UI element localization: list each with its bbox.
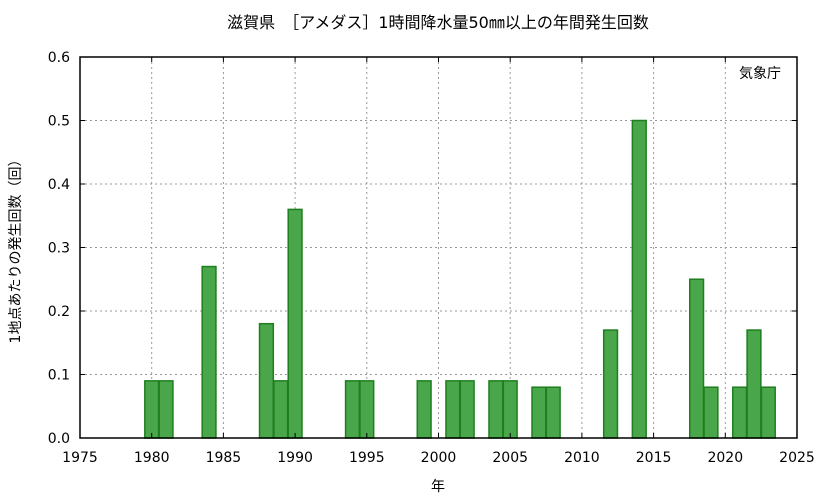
bar-2019 <box>703 386 719 439</box>
x-tick-label: 2005 <box>492 450 528 466</box>
bar-2014 <box>631 119 647 439</box>
bar-2023 <box>760 386 776 439</box>
x-axis-ticks: 1975 1980 1985 1990 1995 2000 2005 2010 2015 2020… <box>62 57 815 466</box>
bar-1984 <box>201 265 217 439</box>
bar-2007 <box>531 386 547 439</box>
bar-2022 <box>746 329 762 439</box>
x-tick-label: 1990 <box>277 450 313 466</box>
bar-2018 <box>688 278 705 439</box>
x-axis-label: 年 <box>431 479 445 495</box>
x-tick-label: 1985 <box>206 450 242 466</box>
y-tick-label: 0.2 <box>48 304 70 320</box>
bar-1980 <box>144 380 160 439</box>
bar-2008 <box>545 386 561 439</box>
x-tick-label: 2015 <box>636 450 672 466</box>
bar-2001 <box>445 380 461 439</box>
y-tick-label: 0.5 <box>48 114 70 130</box>
x-tick-label: 2010 <box>564 450 600 466</box>
x-tick-label: 1975 <box>62 450 98 466</box>
bar-1994 <box>344 380 361 439</box>
bar-1995 <box>359 380 375 439</box>
bar-1999 <box>416 380 432 439</box>
chart-title: 滋賀県 ［アメダス］1時間降水量50㎜以上の年間発生回数 <box>227 13 649 32</box>
bar-2021 <box>732 386 748 439</box>
bar-1988 <box>258 322 275 439</box>
bar-2004 <box>488 380 504 439</box>
y-tick-label: 0.3 <box>48 241 70 257</box>
y-axis-ticks: 0.0 0.1 0.2 0.3 0.4 0.5 0.6 <box>48 50 797 447</box>
bar-2005 <box>502 380 518 439</box>
y-axis-label: 1地点あたりの発生回数（回） <box>8 153 24 344</box>
chart-annotation: 気象庁 <box>739 66 781 82</box>
y-tick-label: 0.6 <box>48 50 70 66</box>
bar-2002 <box>459 380 475 439</box>
bars <box>144 119 776 439</box>
y-tick-label: 0.4 <box>48 177 70 193</box>
x-tick-label: 2000 <box>421 450 457 466</box>
x-tick-label: 1995 <box>349 450 385 466</box>
x-tick-label: 1980 <box>134 450 170 466</box>
x-tick-label: 2020 <box>707 450 743 466</box>
x-tick-label: 2025 <box>779 450 815 466</box>
y-tick-label: 0.0 <box>48 431 70 447</box>
bar-1990 <box>287 208 303 439</box>
bar-1989 <box>273 380 289 439</box>
y-tick-label: 0.1 <box>48 368 70 384</box>
bar-2012 <box>602 329 619 439</box>
bar-1981 <box>158 380 174 439</box>
